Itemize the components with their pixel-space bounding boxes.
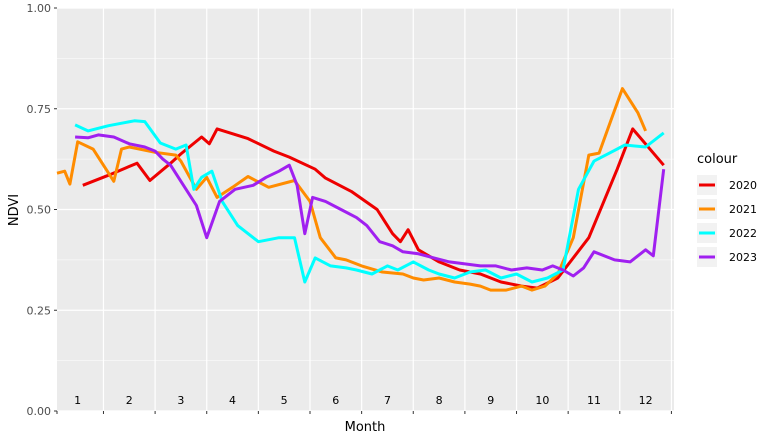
series-line-2021: [56, 87, 647, 292]
y-tick-label: 0.50: [27, 204, 52, 217]
legend: colour 2020 2021 2022 2023: [697, 152, 757, 267]
grid-major: [57, 7, 674, 412]
legend-label-2022: 2022: [729, 227, 757, 240]
month-label: 2: [126, 394, 133, 407]
month-label: 5: [281, 394, 288, 407]
month-label: 10: [535, 394, 549, 407]
y-tick-label: 1.00: [27, 2, 52, 15]
month-label: 9: [487, 394, 494, 407]
grid-minor: [57, 58, 674, 361]
y-tick-label: 0.00: [27, 405, 52, 418]
legend-title: colour: [697, 152, 738, 167]
legend-label-2020: 2020: [729, 179, 757, 192]
month-label: 1: [74, 394, 81, 407]
series-line-2022: [74, 119, 665, 284]
month-label: 11: [587, 394, 601, 407]
legend-label-2021: 2021: [729, 203, 757, 216]
series-lines: [56, 87, 666, 292]
month-labels: 1 2 3 4 5 6 7 8 9 10 11 12: [74, 394, 652, 407]
y-tick-label: 0.25: [27, 304, 52, 317]
y-axis-title: NDVI: [7, 194, 22, 226]
y-tick-label: 0.75: [27, 103, 52, 116]
x-axis-title: Month: [345, 420, 386, 435]
month-label: 3: [177, 394, 184, 407]
month-label: 8: [436, 394, 443, 407]
x-axis: [56, 411, 672, 414]
legend-label-2023: 2023: [729, 251, 757, 264]
month-label: 7: [384, 394, 391, 407]
series-line-2023: [75, 133, 666, 278]
y-axis: 0.00 0.25 0.50 0.75 1.00: [27, 2, 57, 418]
month-label: 12: [639, 394, 653, 407]
month-label: 4: [229, 394, 236, 407]
month-label: 6: [332, 394, 339, 407]
